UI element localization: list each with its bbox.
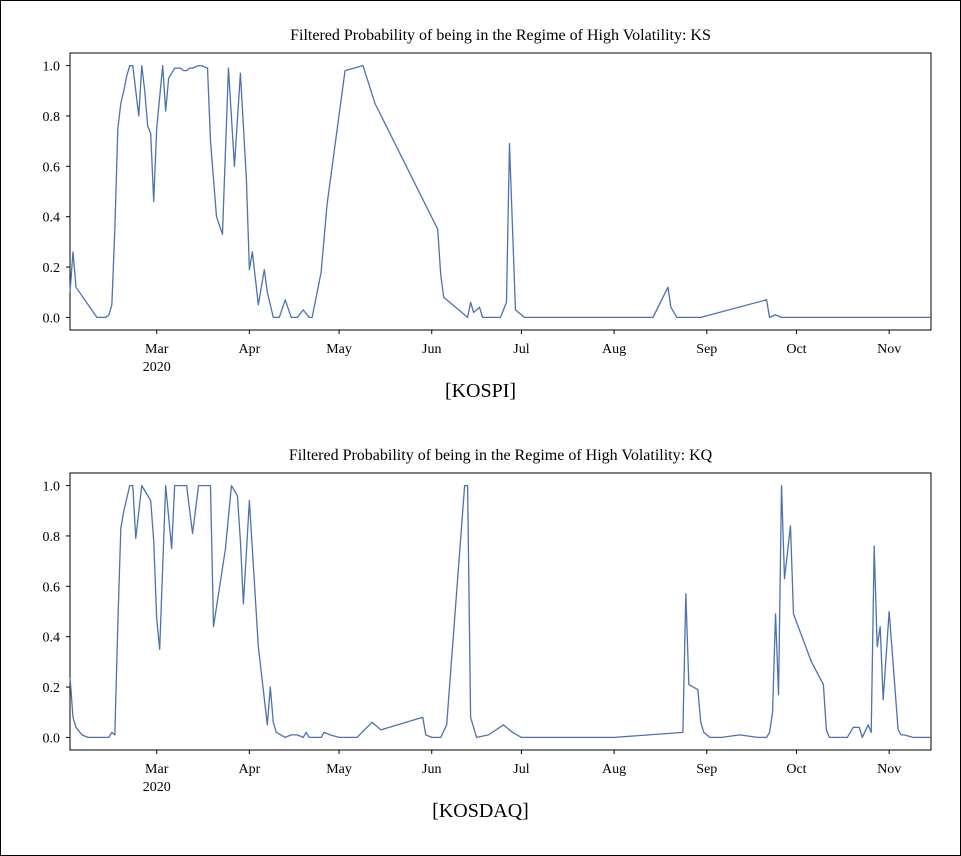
x-tick-label: Oct bbox=[786, 762, 806, 777]
x-tick-label: Jul bbox=[513, 342, 529, 357]
x-tick-label: Jul bbox=[513, 762, 529, 777]
x-tick-label: May bbox=[326, 342, 352, 357]
x-tick-label: Sep bbox=[696, 762, 717, 777]
y-tick-label: 1.0 bbox=[43, 60, 61, 75]
y-tick-label: 1.0 bbox=[43, 480, 61, 495]
y-tick-label: 0.2 bbox=[43, 261, 61, 276]
x-year-label: 2020 bbox=[143, 780, 171, 795]
x-tick-label: Nov bbox=[877, 762, 901, 777]
chart-kospi: Filtered Probability of being in the Reg… bbox=[43, 27, 932, 375]
caption-kosdaq: [KOSDAQ] bbox=[432, 800, 529, 822]
y-tick-label: 0.0 bbox=[43, 311, 61, 326]
y-tick-label: 0.4 bbox=[43, 211, 61, 226]
y-tick-label: 0.4 bbox=[43, 631, 61, 646]
x-tick-label: Oct bbox=[786, 342, 806, 357]
series-line-0 bbox=[69, 484, 931, 739]
y-tick-label: 0.0 bbox=[43, 731, 61, 746]
chart-panel-kosdaq: Filtered Probability of being in the Reg… bbox=[0, 420, 961, 805]
y-tick-label: 0.8 bbox=[43, 530, 61, 545]
x-tick-label: Nov bbox=[877, 342, 901, 357]
caption-kospi: [KOSPI] bbox=[444, 380, 517, 402]
x-tick-label: Sep bbox=[696, 342, 717, 357]
plot-area-frame bbox=[69, 472, 932, 751]
x-tick-label: Mar bbox=[145, 342, 169, 357]
x-tick-label: Apr bbox=[238, 762, 260, 777]
series-line-0 bbox=[69, 64, 931, 319]
x-tick-label: May bbox=[326, 762, 352, 777]
plot-area-frame bbox=[69, 52, 932, 331]
chart-kosdaq: Filtered Probability of being in the Reg… bbox=[43, 447, 932, 795]
x-tick-label: Apr bbox=[238, 342, 260, 357]
chart-title: Filtered Probability of being in the Reg… bbox=[290, 27, 711, 44]
x-tick-label: Aug bbox=[602, 342, 626, 357]
y-tick-label: 0.6 bbox=[43, 160, 61, 175]
y-tick-label: 0.8 bbox=[43, 110, 61, 125]
chart-panel-kospi: Filtered Probability of being in the Reg… bbox=[0, 0, 961, 385]
chart-title: Filtered Probability of being in the Reg… bbox=[289, 447, 713, 464]
x-year-label: 2020 bbox=[143, 360, 171, 375]
x-tick-label: Jun bbox=[422, 762, 441, 777]
y-tick-label: 0.2 bbox=[43, 681, 61, 696]
x-tick-label: Jun bbox=[422, 342, 441, 357]
y-tick-label: 0.6 bbox=[43, 580, 61, 595]
x-tick-label: Aug bbox=[602, 762, 626, 777]
x-tick-label: Mar bbox=[145, 762, 169, 777]
